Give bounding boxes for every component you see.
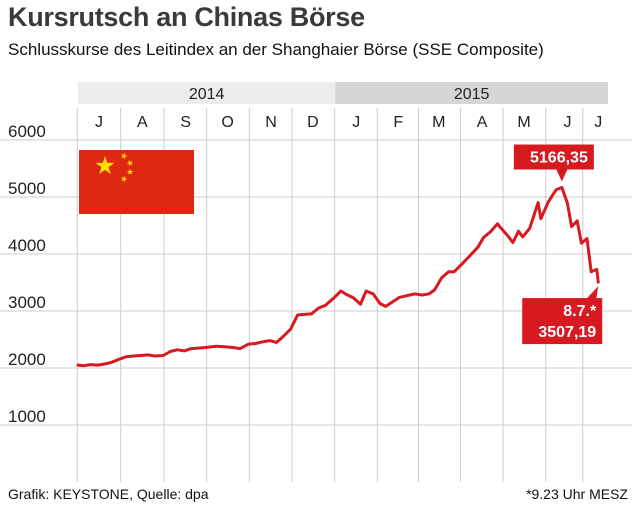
- year-label: 2015: [454, 86, 490, 103]
- annotation-label: 5166,35: [530, 150, 588, 167]
- month-label: A: [477, 114, 488, 131]
- year-bands: 2014 2015: [78, 82, 608, 104]
- annotations: 5166,35 8.7.* 3507,19: [513, 144, 603, 345]
- footnote: *9.23 Uhr MESZ: [526, 486, 628, 502]
- annotation-label: 3507,19: [538, 324, 596, 341]
- annotation-pointer: [586, 286, 599, 300]
- month-label: S: [180, 114, 191, 131]
- year-band-2014: [78, 82, 336, 104]
- chart-subtitle: Schlusskurse des Leitindex an der Shangh…: [8, 40, 544, 59]
- month-label: N: [265, 114, 277, 131]
- gridlines: [0, 108, 632, 482]
- annotation-box: [522, 298, 603, 345]
- y-tick-label: 3000: [8, 293, 46, 312]
- month-label: D: [307, 114, 319, 131]
- month-label: O: [221, 114, 233, 131]
- month-label: M: [432, 114, 445, 131]
- y-tick-labels: 1000 2000 3000 4000 5000 6000: [8, 122, 46, 426]
- year-label: 2014: [189, 86, 225, 103]
- month-label: J: [352, 114, 360, 131]
- y-tick-label: 2000: [8, 350, 46, 369]
- y-tick-label: 6000: [8, 122, 46, 141]
- month-label: J: [95, 114, 103, 131]
- flag-small-star: [121, 152, 128, 160]
- flag-small-star: [126, 168, 134, 175]
- annotation-box: [513, 144, 594, 170]
- year-band-2015: [335, 82, 608, 104]
- flag-small-star: [126, 159, 134, 167]
- y-tick-label: 1000: [8, 407, 46, 426]
- month-label: M: [517, 114, 530, 131]
- chart-title: Kursrutsch an Chinas Börse: [8, 2, 365, 32]
- flag-field: [79, 150, 194, 214]
- y-tick-label: 5000: [8, 179, 46, 198]
- flag-small-star: [121, 175, 128, 183]
- china-flag-icon: [79, 150, 194, 214]
- source-credit: Grafik: KEYSTONE, Quelle: dpa: [8, 486, 209, 502]
- series-line: [76, 186, 600, 368]
- annotation-label: 8.7.*: [563, 303, 597, 320]
- annotation-pointer: [555, 168, 568, 182]
- month-label: J: [563, 114, 571, 131]
- month-label: A: [137, 114, 148, 131]
- y-tick-label: 4000: [8, 236, 46, 255]
- month-label: J: [594, 114, 602, 131]
- flag-big-star: [95, 156, 115, 175]
- month-label: F: [393, 114, 403, 131]
